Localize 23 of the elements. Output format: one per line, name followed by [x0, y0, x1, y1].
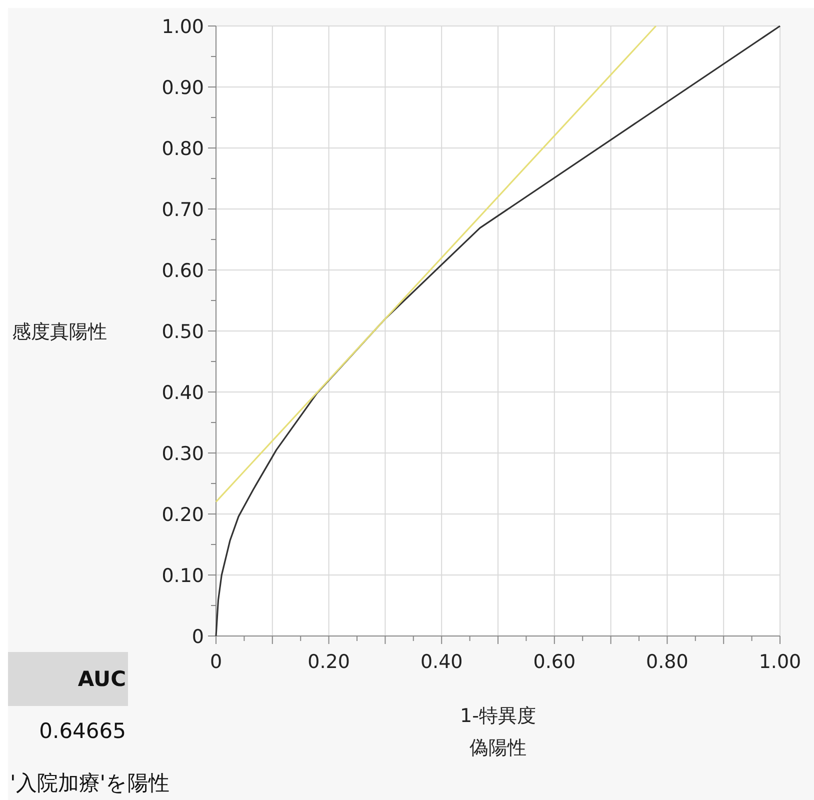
y-tick-label: 0.70: [162, 199, 204, 221]
x-tick-label: 1.00: [758, 651, 802, 673]
y-axis-title: 感度真陽性: [12, 321, 107, 343]
text: 偽陽性: [470, 737, 526, 759]
text: '入院加療'を陽性: [10, 771, 170, 795]
y-tick-label: 0.80: [162, 138, 204, 160]
x-tick-label: 0.80: [646, 651, 688, 673]
y-tick-label: 0.10: [162, 565, 204, 587]
x-tick-label: 0.20: [308, 651, 350, 673]
x-tick-label: 0.60: [533, 651, 576, 673]
x-tick-label: 0.40: [420, 651, 463, 673]
y-tick-label: 0.90: [162, 77, 204, 99]
y-tick-label: 0.20: [162, 504, 204, 526]
y-tick-label: 0: [192, 626, 204, 648]
y-tick-label: 0.30: [162, 443, 204, 465]
x-axis-title: 1-特異度: [460, 705, 536, 727]
text: 0.64665: [39, 719, 126, 743]
y-tick-label: 0.40: [162, 382, 204, 404]
y-tick-label: 0.50: [162, 321, 204, 343]
y-tick-label: 0.60: [162, 260, 204, 282]
y-tick-label: 1.00: [162, 16, 204, 38]
text: AUC: [78, 667, 126, 691]
x-tick-label: 0: [210, 651, 222, 673]
